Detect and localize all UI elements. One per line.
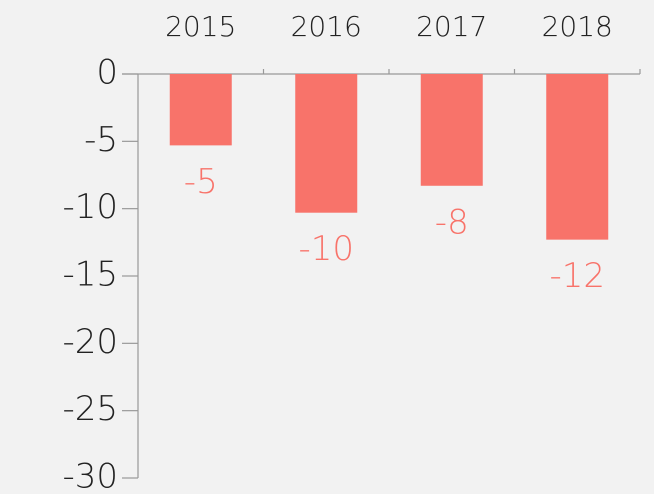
y-tick-label: 0 [96,53,118,93]
bar [420,74,483,186]
bar [169,74,232,146]
x-tick-label: 2018 [542,10,613,43]
y-tick-label: -20 [62,322,118,362]
y-tick-label: -30 [62,457,118,494]
x-tick-label: 2015 [165,10,236,43]
y-tick-label: -10 [62,187,118,227]
y-tick-label: -25 [62,389,118,429]
y-tick-label: -5 [84,120,118,160]
value-label: -12 [549,256,605,296]
value-label: -5 [184,162,218,202]
value-label: -10 [298,229,354,269]
bar [295,74,358,213]
x-tick-label: 2017 [416,10,487,43]
bar [546,74,609,240]
y-tick-label: -15 [62,255,118,295]
x-tick-label: 2016 [291,10,362,43]
value-label: -8 [435,202,469,242]
